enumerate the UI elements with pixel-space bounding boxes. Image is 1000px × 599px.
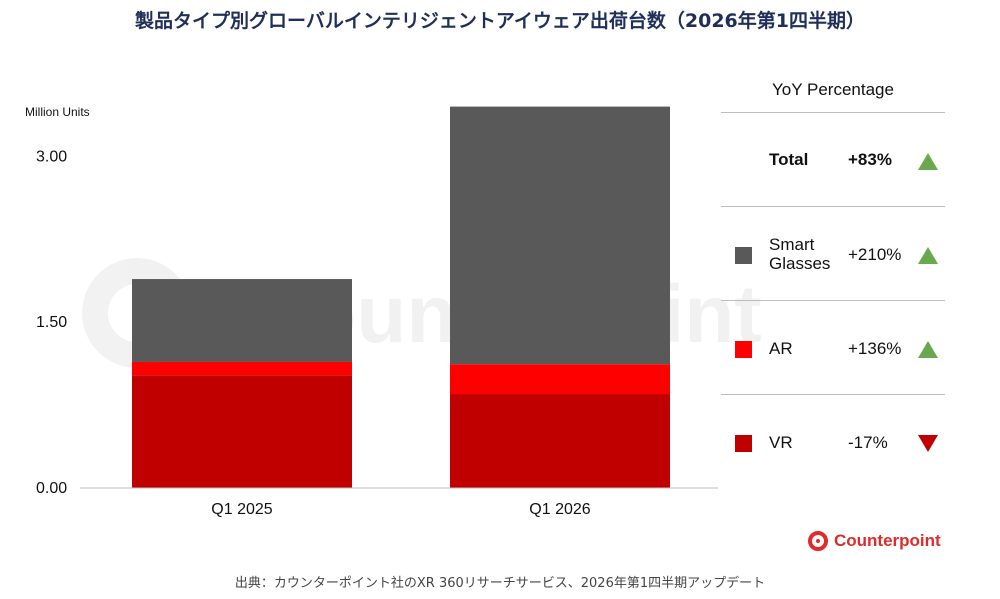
up-arrow-icon bbox=[918, 153, 938, 170]
source-note: 出典：カウンターポイント社のXR 360リサーチサービス、2026年第1四半期ア… bbox=[234, 576, 766, 591]
yoy-label-vr: VR bbox=[769, 433, 793, 452]
bar-ar-2 bbox=[450, 364, 670, 395]
counterpoint-logo-icon bbox=[808, 531, 828, 551]
counterpoint-logo: Counterpoint bbox=[808, 528, 941, 554]
y-axis-label: Million Units bbox=[25, 105, 90, 119]
ar-swatch bbox=[735, 341, 752, 358]
up-arrow-icon bbox=[918, 247, 938, 264]
yoy-row-ar: AR +136% bbox=[721, 301, 945, 395]
chart-title: 製品タイプ別グローバルインテリジェントアイウェア出荷台数（2026年第1四半期） bbox=[135, 10, 865, 32]
yoy-label-total: Total bbox=[769, 150, 809, 169]
up-arrow-icon bbox=[918, 341, 938, 358]
yoy-row-total: Total +83% bbox=[721, 113, 945, 207]
yoy-pct-vr: -17% bbox=[848, 433, 888, 452]
logo-text: Counterpoint bbox=[834, 531, 941, 550]
yoy-panel: YoY Percentage Total +83% Smart Glasses … bbox=[721, 72, 945, 488]
bar-smart-glasses-2 bbox=[450, 106, 670, 365]
bar-vr-1 bbox=[132, 375, 352, 488]
yoy-header: YoY Percentage bbox=[721, 72, 945, 113]
yoy-label-smart-glasses: Smart Glasses bbox=[769, 235, 831, 273]
y-tick-label: 0.00 bbox=[36, 480, 67, 497]
down-arrow-icon bbox=[918, 435, 938, 452]
yoy-pct-total: +83% bbox=[848, 150, 892, 169]
smart-glasses-swatch bbox=[735, 247, 752, 264]
yoy-label-ar: AR bbox=[769, 339, 793, 358]
x-tick-label: Q1 2025 bbox=[211, 501, 272, 518]
yoy-pct-smart-glasses: +210% bbox=[848, 245, 902, 264]
y-tick-label: 1.50 bbox=[36, 314, 67, 331]
vr-swatch bbox=[735, 435, 752, 452]
yoy-row-vr: VR -17% bbox=[721, 395, 945, 488]
bar-smart-glasses-1 bbox=[132, 279, 352, 362]
yoy-row-smart-glasses: Smart Glasses +210% bbox=[721, 207, 945, 301]
x-tick-label: Q1 2026 bbox=[529, 501, 590, 518]
y-tick-label: 3.00 bbox=[36, 148, 67, 165]
bar-vr-2 bbox=[450, 394, 670, 488]
yoy-pct-ar: +136% bbox=[848, 339, 902, 358]
bar-ar-1 bbox=[132, 361, 352, 376]
